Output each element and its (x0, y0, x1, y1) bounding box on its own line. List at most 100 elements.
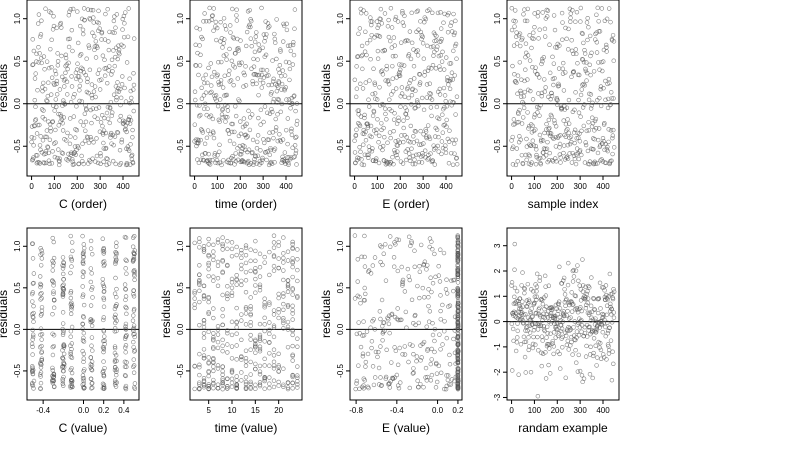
data-point (267, 375, 272, 380)
data-point (405, 85, 411, 90)
data-point (524, 18, 530, 24)
data-point (111, 92, 117, 97)
data-point (61, 287, 66, 292)
data-point (366, 97, 371, 102)
data-point (430, 158, 435, 163)
data-point (591, 295, 596, 301)
data-point (94, 153, 100, 159)
data-point (367, 148, 372, 153)
data-point (545, 14, 550, 19)
plot-frame (506, 0, 620, 177)
data-point (104, 156, 109, 161)
data-point (530, 64, 535, 70)
data-point (390, 54, 396, 59)
data-point (51, 333, 57, 338)
data-point (421, 107, 427, 113)
data-point (593, 161, 598, 166)
data-point (250, 81, 256, 87)
data-point (55, 58, 61, 64)
data-point (402, 13, 407, 19)
data-point (220, 322, 225, 328)
data-point (234, 252, 239, 258)
data-point (576, 97, 581, 103)
data-point (528, 143, 534, 148)
data-point (409, 40, 415, 46)
data-point (393, 139, 398, 144)
data-point (548, 133, 553, 139)
data-point (65, 130, 70, 136)
x-tick-label: 0 (29, 182, 34, 191)
data-point (132, 386, 138, 391)
data-point (97, 26, 102, 31)
data-point (387, 330, 392, 336)
data-point (397, 62, 402, 67)
data-point (114, 250, 119, 256)
data-point (76, 145, 81, 151)
data-point (239, 278, 244, 284)
data-point (272, 146, 278, 151)
data-point (101, 263, 107, 269)
data-point (601, 352, 606, 357)
data-point (227, 138, 233, 144)
data-point (411, 134, 416, 139)
y-axis-label: residuals (476, 290, 490, 338)
data-point (269, 90, 274, 95)
data-point (418, 19, 423, 24)
data-point (30, 241, 35, 246)
data-point (521, 12, 526, 17)
data-point (130, 127, 135, 133)
data-point (67, 9, 72, 14)
data-point (606, 6, 612, 11)
data-point (53, 97, 58, 102)
data-point (543, 153, 549, 158)
data-point (372, 255, 378, 260)
data-point (98, 161, 103, 167)
data-point (546, 158, 552, 163)
data-point (539, 334, 545, 339)
data-point (30, 352, 35, 357)
data-point (598, 306, 603, 311)
data-point (225, 291, 230, 296)
data-point (417, 82, 422, 87)
data-point (577, 368, 583, 374)
x-tick-label: 100 (48, 182, 62, 191)
data-point (89, 335, 95, 340)
data-point (444, 373, 449, 378)
data-point (535, 10, 541, 15)
scatter-panel-5: -0.4 0.0 0.2 0.4-0.50.00.51.0C (value)resid… (0, 227, 140, 435)
data-point (255, 133, 261, 138)
data-point (414, 354, 420, 359)
data-point (257, 77, 263, 83)
data-point (59, 74, 65, 79)
data-point (33, 104, 38, 109)
data-point (366, 385, 371, 391)
x-axis-label: C (order) (59, 197, 107, 211)
data-point (420, 285, 425, 291)
data-point (89, 359, 95, 364)
data-point (369, 32, 374, 38)
data-point (522, 290, 527, 296)
data-point (131, 308, 137, 313)
data-point (117, 147, 123, 153)
data-point (131, 313, 136, 318)
data-point (276, 379, 281, 385)
data-point (281, 255, 286, 261)
data-point (514, 299, 519, 304)
data-point (449, 70, 455, 75)
data-point (70, 248, 75, 254)
data-point (81, 356, 86, 361)
data-point (73, 152, 78, 157)
data-point (38, 252, 43, 257)
data-point (69, 304, 74, 310)
data-point (220, 106, 226, 112)
data-point (285, 116, 291, 121)
data-point (210, 116, 216, 122)
data-point (592, 307, 597, 313)
data-point (454, 156, 459, 161)
data-point (275, 138, 280, 144)
data-point (80, 27, 86, 32)
data-point (90, 156, 95, 161)
data-point (434, 104, 440, 110)
data-point (109, 113, 115, 118)
y-tick-label: 0.0 (176, 98, 185, 110)
